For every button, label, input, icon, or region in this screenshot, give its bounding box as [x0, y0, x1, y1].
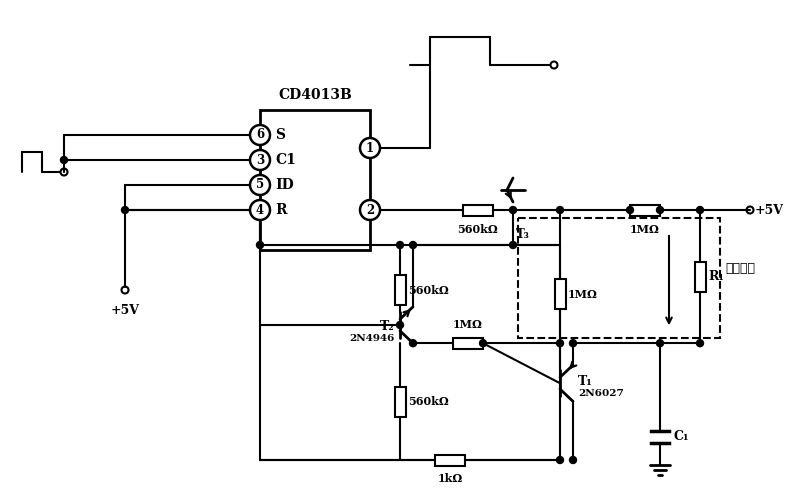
Text: 2: 2: [366, 204, 374, 216]
Circle shape: [360, 138, 380, 158]
Text: R₁: R₁: [708, 270, 724, 283]
Circle shape: [397, 321, 404, 328]
Text: 2N4946: 2N4946: [350, 334, 395, 343]
Bar: [463, 205, 493, 215]
Text: ID: ID: [275, 178, 293, 192]
Text: +5V: +5V: [110, 304, 139, 317]
Text: C₁: C₁: [674, 430, 689, 443]
Circle shape: [556, 457, 563, 463]
Circle shape: [570, 340, 576, 347]
Bar: [695, 262, 705, 292]
Circle shape: [250, 125, 270, 145]
Circle shape: [397, 241, 404, 248]
Text: T₃: T₃: [516, 228, 530, 241]
Text: 充电时间: 充电时间: [725, 262, 755, 275]
Bar: [555, 279, 566, 309]
Circle shape: [480, 340, 487, 347]
Circle shape: [556, 340, 563, 347]
Circle shape: [626, 207, 634, 213]
Text: 560kΩ: 560kΩ: [458, 224, 498, 235]
Bar: [630, 205, 660, 215]
Text: S: S: [275, 128, 285, 142]
Circle shape: [409, 241, 417, 248]
Circle shape: [509, 241, 517, 248]
Text: 6: 6: [256, 128, 264, 141]
Text: T₁: T₁: [578, 375, 592, 388]
Bar: [394, 387, 405, 416]
Circle shape: [570, 457, 576, 463]
Circle shape: [60, 156, 68, 163]
Circle shape: [250, 200, 270, 220]
Text: 1kΩ: 1kΩ: [438, 473, 463, 484]
Circle shape: [556, 207, 563, 213]
Circle shape: [509, 207, 517, 213]
Text: 2N6027: 2N6027: [578, 389, 624, 398]
Bar: [518, 218, 720, 338]
Circle shape: [657, 340, 663, 347]
Text: 1MΩ: 1MΩ: [568, 289, 598, 300]
Bar: [260, 110, 370, 250]
Text: R: R: [275, 203, 286, 217]
Circle shape: [657, 207, 663, 213]
Text: 1MΩ: 1MΩ: [453, 319, 483, 330]
Circle shape: [409, 340, 417, 347]
Circle shape: [696, 340, 704, 347]
Circle shape: [122, 207, 128, 213]
Bar: [394, 275, 405, 305]
Text: 560kΩ: 560kΩ: [408, 285, 449, 295]
Text: 1MΩ: 1MΩ: [630, 224, 660, 235]
Bar: [435, 455, 465, 465]
Circle shape: [256, 241, 264, 248]
Circle shape: [696, 207, 704, 213]
Text: T₂: T₂: [380, 320, 395, 333]
Text: +5V: +5V: [755, 204, 784, 216]
Text: C1: C1: [275, 153, 296, 167]
Circle shape: [360, 200, 380, 220]
Text: 3: 3: [256, 153, 264, 166]
Bar: [453, 338, 483, 349]
Text: 4: 4: [256, 204, 264, 216]
Circle shape: [250, 175, 270, 195]
Circle shape: [250, 150, 270, 170]
Text: 5: 5: [256, 179, 264, 192]
Text: 560kΩ: 560kΩ: [408, 396, 449, 407]
Text: CD4013B: CD4013B: [278, 88, 352, 102]
Text: 1: 1: [366, 141, 374, 154]
